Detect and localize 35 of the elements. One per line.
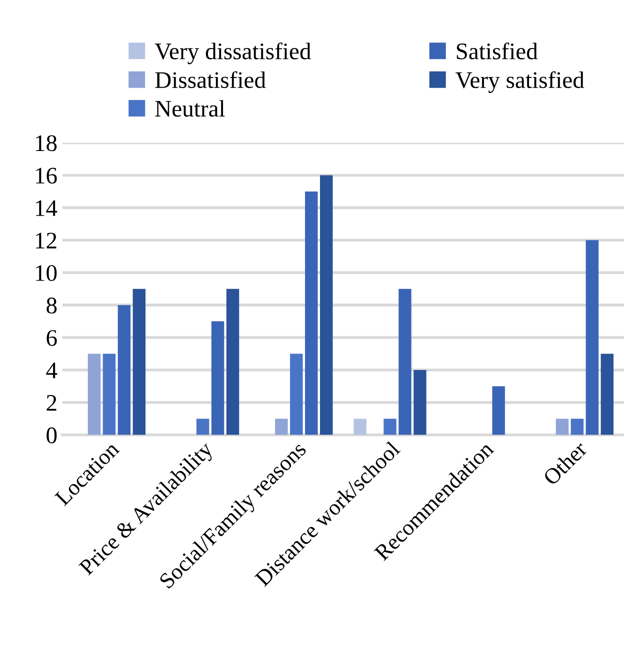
- y-tick-label: 18: [36, 135, 57, 152]
- bar: [196, 418, 210, 435]
- bar: [320, 175, 333, 435]
- bar: [414, 370, 426, 435]
- bar: [132, 288, 146, 435]
- y-tick-label: 6: [46, 330, 57, 346]
- bar: [384, 418, 396, 435]
- legend-label: Satisfied: [456, 42, 538, 60]
- bar: [600, 354, 614, 435]
- y-tick-label: 0: [46, 427, 57, 444]
- legend-label: Neutral: [155, 100, 225, 117]
- y-tick-label: 8: [46, 298, 57, 314]
- bar: [354, 418, 366, 435]
- bar: [305, 191, 318, 435]
- bar: [118, 305, 131, 435]
- legend-label: Very dissatisfied: [154, 42, 311, 64]
- y-tick-label: 12: [36, 232, 56, 248]
- bar: [398, 288, 412, 435]
- y-tick-label: 16: [36, 168, 57, 184]
- bar: [275, 418, 288, 435]
- legend-label: Very satisfied: [456, 71, 584, 93]
- bar: [586, 240, 599, 435]
- bar: [102, 354, 116, 435]
- y-tick-label: 2: [46, 395, 56, 411]
- legend-label: Dissatisfied: [155, 71, 266, 88]
- bar: [226, 288, 240, 435]
- bar: [88, 354, 101, 435]
- bar: [570, 418, 584, 435]
- bar: [290, 354, 303, 435]
- bar: [211, 321, 224, 435]
- y-tick-label: 4: [46, 362, 58, 378]
- bar: [492, 386, 505, 435]
- bar: [556, 418, 569, 435]
- y-tick-label: 10: [36, 265, 57, 282]
- y-tick-label: 14: [36, 200, 58, 216]
